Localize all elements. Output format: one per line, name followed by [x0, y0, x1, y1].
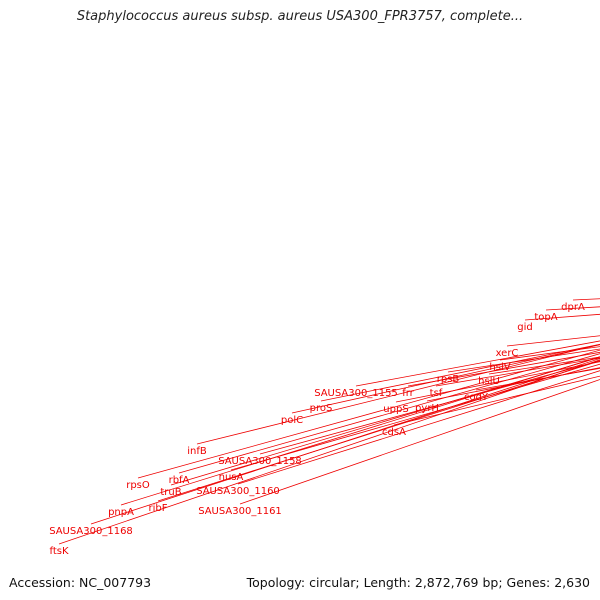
- gene-label-pnpa: pnpA: [108, 507, 134, 518]
- gene-label-sausa300_1160: SAUSA300_1160: [196, 486, 280, 497]
- gene-label-trub: truB: [160, 487, 181, 498]
- gene-label-pyrh: pyrH: [415, 403, 439, 414]
- gene-label-sausa300_1158: SAUSA300_1158: [218, 456, 302, 467]
- gene-label-sausa300_1168: SAUSA300_1168: [49, 526, 133, 537]
- gene-label-rpso: rpsO: [126, 480, 150, 491]
- gene-label-rbfa: rbfA: [169, 475, 190, 486]
- gene-label-nusa: nusA: [219, 472, 244, 483]
- gene-label-tsf: tsf: [430, 388, 443, 399]
- gene-label-infb: infB: [187, 446, 207, 457]
- gene-label-sausa300_1161: SAUSA300_1161: [198, 506, 282, 517]
- gene-label-gid: gid: [517, 322, 532, 333]
- gene-label-cdsa: cdsA: [382, 427, 406, 438]
- gene-label-pros: proS: [310, 403, 333, 414]
- gene-label-rpsb: rpsB: [437, 374, 460, 385]
- gene-label-xerc: xerC: [496, 348, 519, 359]
- gene-label-ribf: ribF: [149, 503, 168, 514]
- gene-label-sausa300_1155: SAUSA300_1155: [314, 388, 398, 399]
- gene-label-hslv: hslV: [489, 362, 510, 373]
- gene-label-ftsk: ftsK: [49, 546, 68, 557]
- genome-map: 1250 kbp1255 kbp1260 kbp1265 kbp1270 kbp…: [0, 0, 600, 600]
- gene-label-upps: uppS: [383, 404, 408, 415]
- gene-label-hslu: hslU: [478, 376, 500, 387]
- genome-summary: Topology: circular; Length: 2,872,769 bp…: [247, 575, 590, 590]
- accession-text: Accession: NC_007793: [9, 575, 151, 590]
- gene-label-frr: frr: [402, 388, 414, 399]
- gene-label-topa: topA: [534, 312, 557, 323]
- gene-label-cody: codY: [464, 392, 489, 403]
- gene-label-dpra: dprA: [561, 302, 585, 313]
- gene-label-polc: polC: [281, 415, 303, 426]
